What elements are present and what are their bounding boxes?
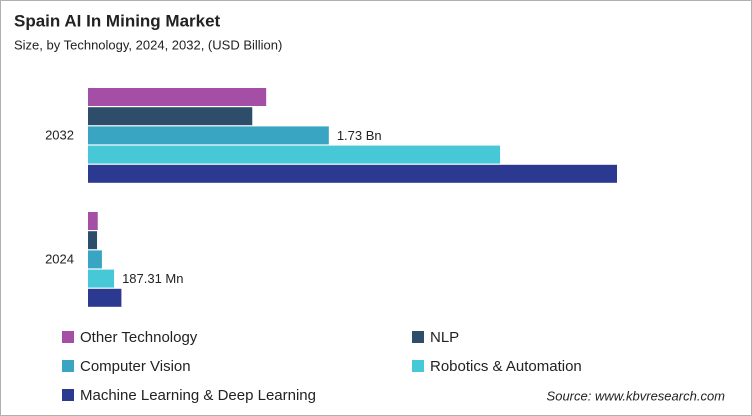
bar	[88, 107, 253, 126]
bar	[88, 88, 267, 106]
legend-label: Robotics & Automation	[430, 358, 582, 375]
chart-subtitle: Size, by Technology, 2024, 2032, (USD Bi…	[14, 37, 282, 52]
bar	[88, 212, 98, 230]
chart-title: Spain AI In Mining Market	[14, 11, 221, 30]
bar	[88, 288, 122, 307]
bar	[88, 269, 115, 288]
bar	[88, 231, 98, 250]
legend-swatch	[412, 360, 424, 372]
data-label: 1.73 Bn	[337, 128, 382, 143]
bar	[88, 145, 501, 164]
data-label: 187.31 Mn	[122, 271, 183, 286]
legend-swatch	[62, 331, 74, 343]
source: Source: www.kbvresearch.com	[547, 388, 726, 403]
y-tick-label: 2024	[45, 251, 74, 266]
legend-label: Computer Vision	[80, 358, 191, 375]
legend-swatch	[62, 389, 74, 401]
legend-label: Machine Learning & Deep Learning	[80, 387, 316, 404]
bar	[88, 164, 617, 183]
legend-label: NLP	[430, 329, 459, 346]
y-tick-label: 2032	[45, 127, 74, 142]
bar	[88, 126, 329, 145]
legend-swatch	[62, 360, 74, 372]
legend-swatch	[412, 331, 424, 343]
bar	[88, 250, 102, 269]
legend-label: Other Technology	[80, 329, 198, 346]
